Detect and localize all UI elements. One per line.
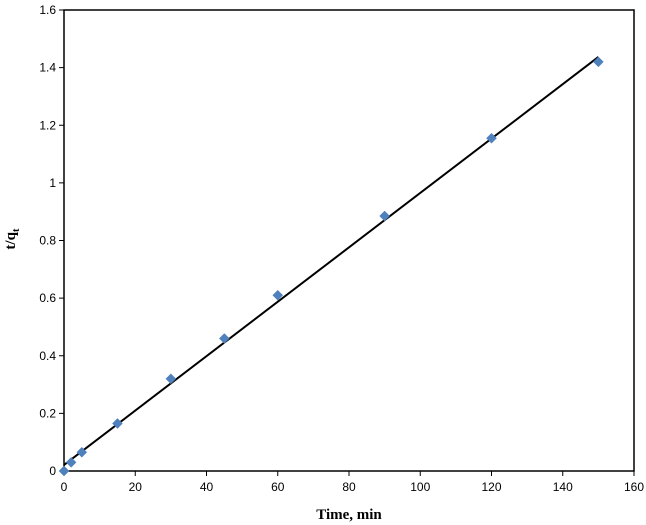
data-point xyxy=(165,373,177,385)
y-axis-title-main: t/q xyxy=(3,231,19,249)
x-tick-label: 0 xyxy=(61,480,68,494)
y-axis-title-subscript: t xyxy=(10,228,22,232)
data-point xyxy=(593,56,604,68)
data-point xyxy=(65,457,77,468)
trendline xyxy=(63,56,599,466)
data-point xyxy=(272,289,284,301)
y-tick-label: 1.4 xyxy=(39,61,56,75)
y-tick-label: 0.4 xyxy=(39,349,56,363)
x-tick-label: 120 xyxy=(481,480,501,494)
data-point xyxy=(112,418,123,429)
data-point xyxy=(58,465,70,477)
y-axis-ticks: 0 0.2 0.4 0.6 0.8 1 1.2 1.4 1.6 xyxy=(39,3,64,478)
data-point xyxy=(379,210,390,222)
x-tick-label: 20 xyxy=(129,480,143,494)
y-tick-label: 0.8 xyxy=(39,234,56,248)
data-point xyxy=(218,333,230,344)
x-tick-label: 40 xyxy=(200,480,214,494)
data-points xyxy=(58,56,604,477)
y-tick-label: 0.2 xyxy=(39,406,56,420)
y-tick-label: 1 xyxy=(49,176,56,190)
y-axis-title: t/qt xyxy=(3,228,22,250)
y-tick-label: 0.6 xyxy=(39,291,56,305)
data-point xyxy=(76,446,88,458)
x-axis-ticks: 0 20 40 60 80 100 120 140 160 xyxy=(61,471,644,494)
x-tick-label: 160 xyxy=(624,480,644,494)
x-tick-label: 100 xyxy=(410,480,430,494)
x-tick-label: 140 xyxy=(553,480,573,494)
y-tick-label: 1.2 xyxy=(39,118,56,132)
y-tick-label: 1.6 xyxy=(39,3,56,17)
x-axis-title: Time, min xyxy=(316,507,382,523)
plot-area-frame xyxy=(63,9,635,472)
x-tick-label: 80 xyxy=(342,480,356,494)
x-tick-label: 60 xyxy=(271,480,285,494)
y-tick-label: 0 xyxy=(49,464,56,478)
data-point xyxy=(486,132,497,144)
